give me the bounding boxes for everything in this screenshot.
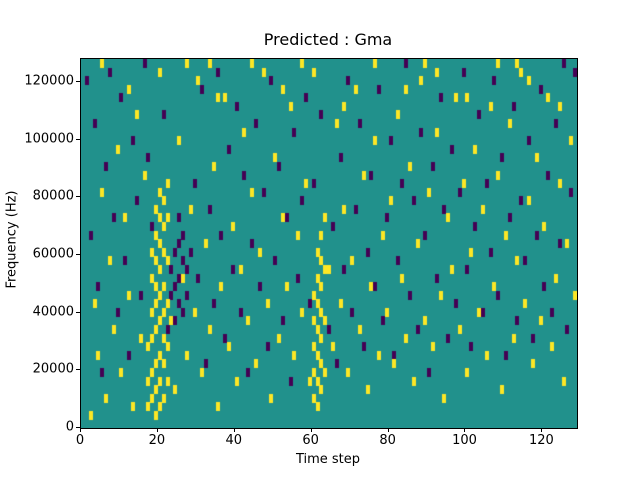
x-tick-label: 60 xyxy=(302,433,319,448)
y-tick-label: 20000 xyxy=(32,361,74,377)
x-tick-label: 100 xyxy=(452,433,477,448)
y-tick-mark xyxy=(76,427,80,428)
y-tick-mark xyxy=(76,311,80,313)
chart-title: Predicted : Gma xyxy=(263,30,393,49)
y-tick-mark xyxy=(76,369,80,371)
x-tick-label: 120 xyxy=(528,433,554,448)
y-tick-mark xyxy=(76,196,80,198)
y-tick-label: 60000 xyxy=(32,246,74,262)
x-tick-label: 40 xyxy=(225,433,243,448)
y-tick-mark xyxy=(76,81,80,83)
x-tick-mark xyxy=(310,428,312,432)
x-tick-label: 20 xyxy=(148,433,166,448)
x-tick-label: 0 xyxy=(75,433,85,448)
y-tick-mark xyxy=(76,138,80,140)
plot-area xyxy=(80,58,578,429)
y-tick-label: 0 xyxy=(65,419,74,435)
x-axis-label: Time step xyxy=(295,452,361,467)
x-tick-mark xyxy=(541,428,543,432)
x-tick-label: 80 xyxy=(379,433,396,448)
y-tick-label: 80000 xyxy=(32,188,74,204)
x-tick-mark xyxy=(233,428,235,432)
y-tick-mark xyxy=(76,254,80,256)
heatmap-canvas xyxy=(81,59,577,428)
x-tick-mark xyxy=(80,428,81,432)
x-tick-mark xyxy=(156,428,158,432)
y-tick-label: 40000 xyxy=(32,304,74,320)
x-tick-mark xyxy=(464,428,466,432)
y-axis-label: Frequency (Hz) xyxy=(4,190,20,289)
y-tick-label: 100000 xyxy=(24,131,74,147)
y-tick-label: 120000 xyxy=(24,73,74,89)
x-tick-mark xyxy=(387,428,389,432)
